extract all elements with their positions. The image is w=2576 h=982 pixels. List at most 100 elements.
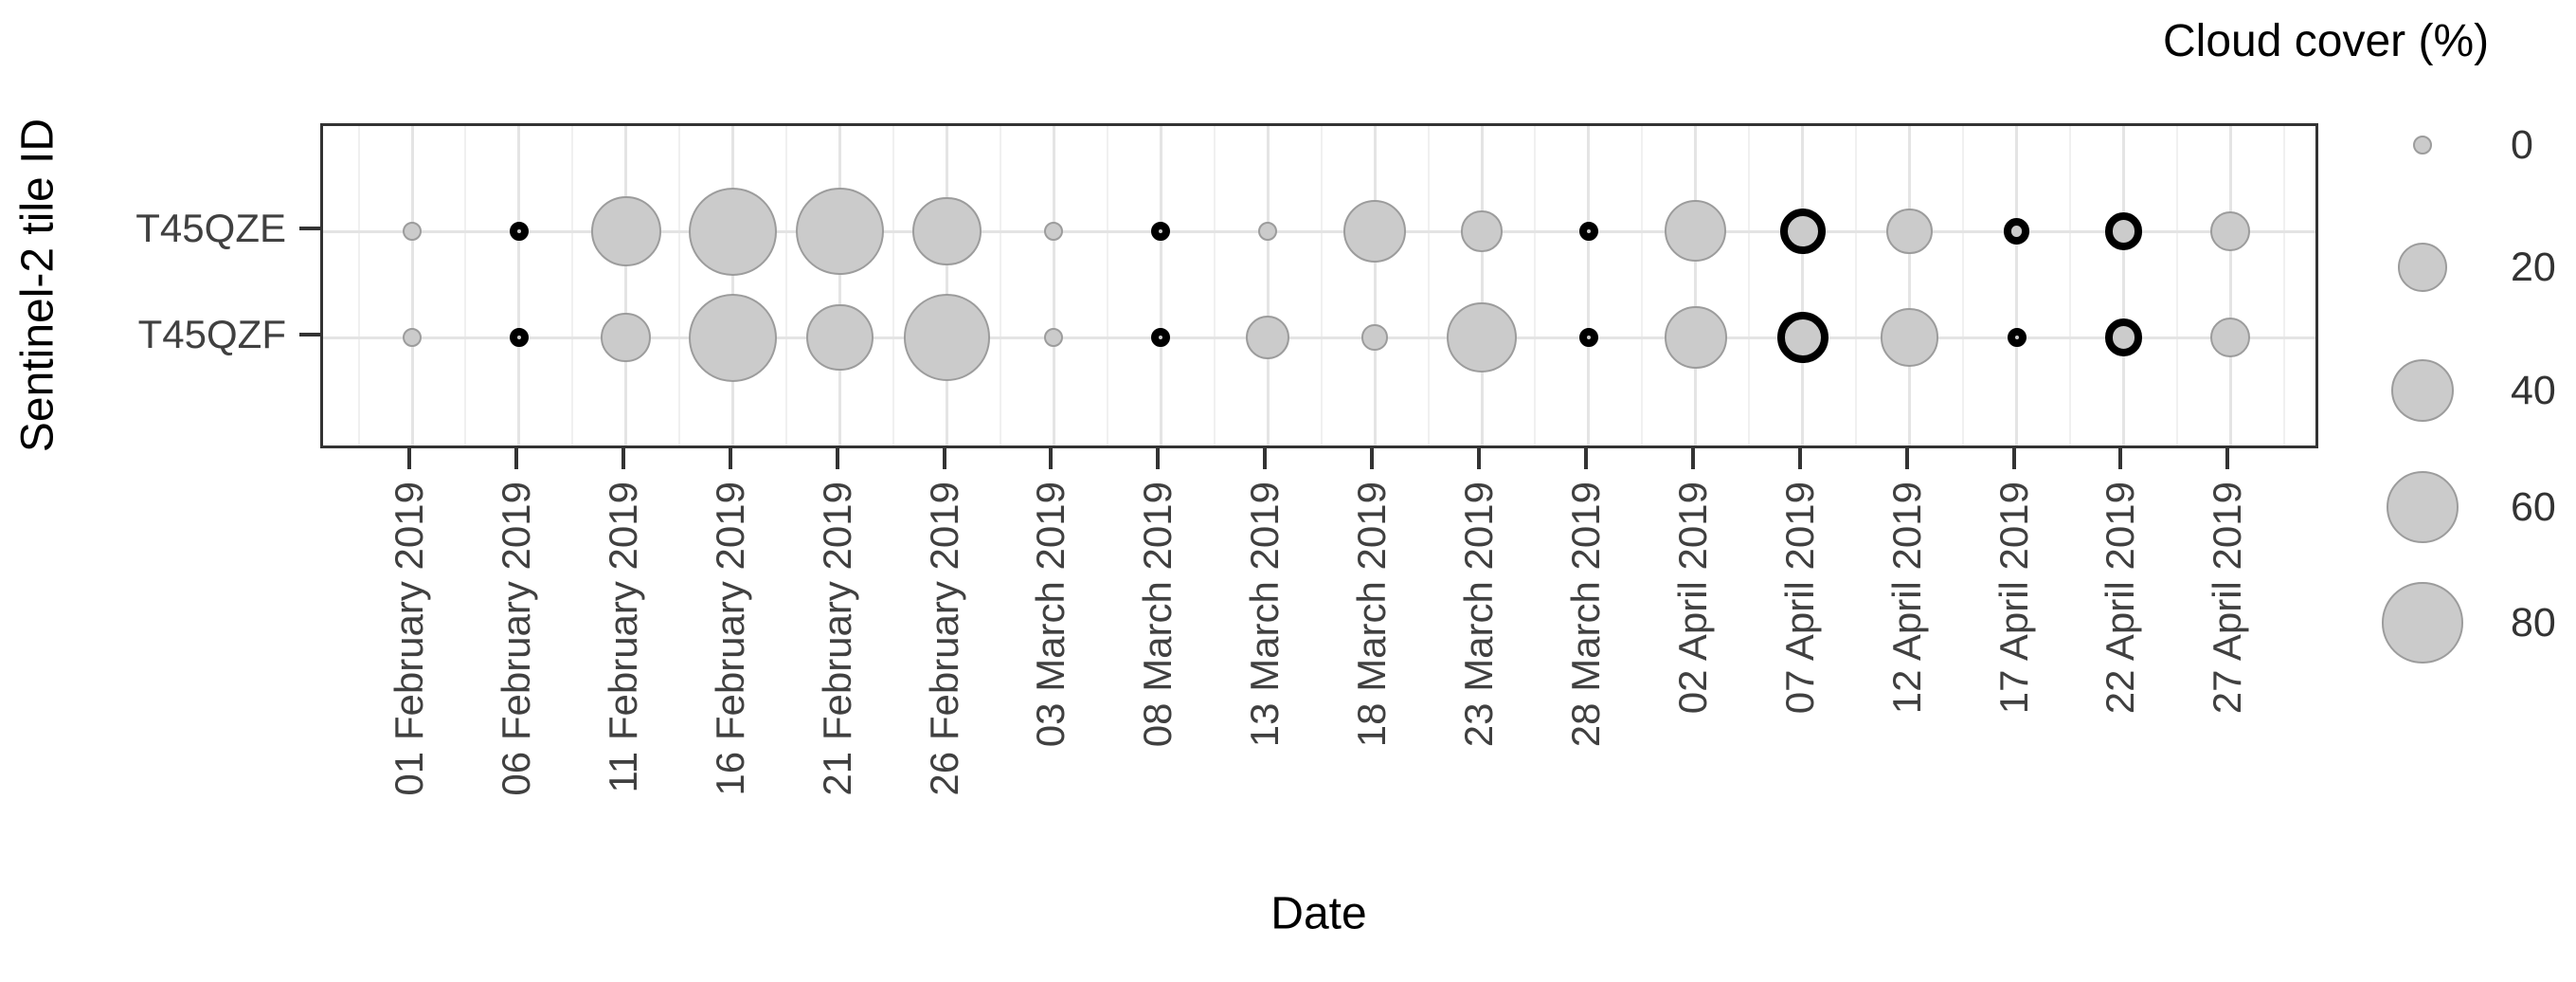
x-tick-mark [1370,448,1375,469]
grid-major-vline [1373,126,1377,446]
x-tick-mark [942,448,946,469]
y-tick-mark [299,333,320,336]
grid-major-vline [1052,126,1055,446]
bubble-highlighted [509,328,529,347]
legend-title: Cloud cover (%) [2163,16,2490,66]
bubble-highlighted [1151,222,1171,241]
bubble [1044,222,1064,241]
grid-minor-vline [678,126,681,446]
y-tick-mark [299,227,320,230]
grid-major-vline [410,126,414,446]
x-tick-label: 03 March 2019 [1028,482,1073,748]
grid-major-vline [624,126,628,446]
bubble-highlighted [1779,208,1826,255]
x-tick-label: 06 February 2019 [493,482,538,796]
x-tick-mark [1690,448,1695,469]
grid-minor-vline [1641,126,1644,446]
grid-major-vline [946,126,948,446]
grid-major-hline [323,229,2315,233]
x-tick-label: 16 February 2019 [707,482,752,796]
y-axis-title: Sentinel-2 tile ID [12,118,63,453]
grid-major-vline [1266,126,1270,446]
x-tick-mark [1263,448,1268,469]
x-axis-title: Date [1270,888,1367,939]
bubble-highlighted [1578,222,1598,241]
grid-minor-vline [999,126,1001,446]
x-tick-mark [1797,448,1802,469]
legend-bubble [2413,136,2432,155]
x-tick-label: 28 March 2019 [1562,482,1608,748]
grid-minor-vline [1213,126,1216,446]
bubble [806,303,874,372]
bubble [1461,210,1503,252]
bubble [689,293,778,382]
grid-major-vline [1801,126,1805,446]
grid-minor-vline [1748,126,1751,446]
x-tick-mark [1477,448,1481,469]
grid-minor-vline [785,126,788,446]
bubble [903,294,991,381]
x-tick-label: 17 April 2019 [1991,482,2036,715]
x-tick-label: 07 April 2019 [1776,482,1822,715]
grid-minor-vline [2282,126,2285,446]
x-tick-mark [2225,448,2230,469]
grid-major-vline [1694,126,1698,446]
legend-value-label: 40 [2511,368,2556,413]
legend-bubble [2397,242,2448,293]
legend-bubble [2390,358,2455,423]
legend-bubble [2382,582,2463,664]
bubble [1246,315,1290,360]
bubble [796,187,884,276]
bubble [1665,200,1727,263]
x-tick-mark [1156,448,1161,469]
bubble-highlighted [1578,328,1598,347]
bubble [1044,328,1064,347]
x-tick-mark [2011,448,2016,469]
grid-minor-vline [1855,126,1858,446]
x-tick-mark [1583,448,1588,469]
bubble [912,196,982,266]
grid-major-vline [2015,126,2018,446]
bubble [2210,211,2251,251]
x-tick-label: 21 February 2019 [814,482,859,796]
bubble-highlighted [2007,328,2027,347]
bubble-highlighted [2104,318,2143,356]
grid-major-vline [1587,126,1591,446]
grid-major-vline [1908,126,1912,446]
x-tick-mark [835,448,839,469]
legend-bubble [2386,470,2459,544]
x-tick-mark [621,448,625,469]
x-tick-label: 01 February 2019 [387,482,431,796]
grid-minor-vline [1106,126,1108,446]
x-tick-label: 11 February 2019 [600,482,645,793]
grid-minor-vline [357,126,360,446]
plot-panel [320,123,2318,448]
bubble-highlighted [1151,328,1171,347]
x-tick-mark [513,448,518,469]
x-tick-mark [407,448,411,469]
y-tick-label: T45QZE [135,206,286,250]
x-tick-label: 27 April 2019 [2205,482,2250,715]
x-tick-label: 12 April 2019 [1883,482,1929,715]
bubble [1343,199,1407,264]
x-tick-label: 02 April 2019 [1669,482,1715,715]
grid-major-vline [1159,126,1162,446]
bubble [1361,324,1388,351]
bubble [601,312,652,363]
grid-minor-vline [1962,126,1965,446]
grid-minor-vline [2175,126,2178,446]
bubble [2210,318,2251,357]
grid-minor-vline [2068,126,2071,446]
grid-major-vline [731,126,735,446]
legend-value-label: 20 [2511,245,2556,290]
bubble [403,328,422,347]
bubble-highlighted [2104,212,2143,250]
grid-major-vline [517,126,521,446]
y-tick-label: T45QZF [137,312,286,356]
bubble [1886,208,1933,255]
x-tick-mark [1049,448,1054,469]
legend-value-label: 0 [2511,122,2533,168]
bubble [1880,308,1939,367]
grid-minor-vline [1534,126,1537,446]
bubble [1446,301,1518,373]
